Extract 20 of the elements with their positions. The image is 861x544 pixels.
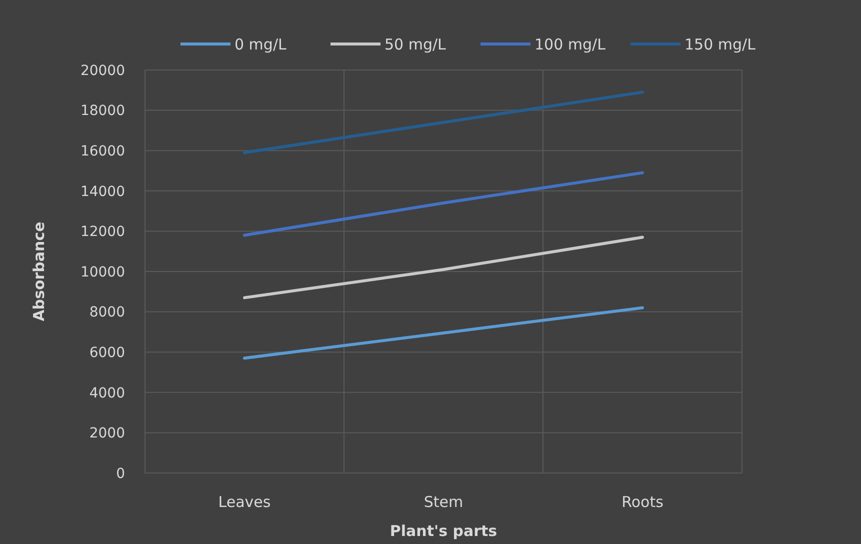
y-tick-label: 16000 — [80, 144, 125, 160]
y-axis-title: Absorbance — [30, 222, 48, 322]
y-tick-label: 14000 — [80, 184, 125, 200]
y-tick-label: 18000 — [80, 103, 125, 120]
legend-label: 150 mg/L — [684, 35, 756, 54]
y-tick-label: 6000 — [89, 345, 125, 361]
y-tick-label: 2000 — [89, 426, 125, 442]
y-tick-label: 20000 — [80, 62, 125, 79]
x-axis-title: Plant's parts — [390, 522, 498, 540]
x-tick-label: Roots — [622, 493, 664, 511]
y-tick-label: 12000 — [80, 224, 125, 240]
y-tick-label: 0 — [116, 466, 125, 482]
y-tick-label: 8000 — [89, 304, 125, 321]
x-tick-label: Stem — [424, 493, 464, 511]
legend-label: 50 mg/L — [384, 35, 447, 54]
legend-label: 0 mg/L — [234, 35, 287, 54]
x-tick-label: Leaves — [218, 493, 271, 511]
y-tick-label: 10000 — [80, 264, 125, 280]
legend-label: 100 mg/L — [534, 35, 606, 54]
y-tick-label: 4000 — [89, 385, 125, 402]
